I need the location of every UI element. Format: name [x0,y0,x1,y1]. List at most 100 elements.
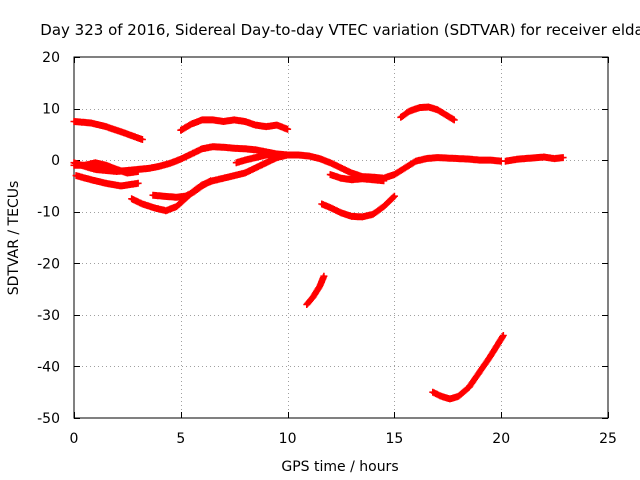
data-point [89,178,93,181]
data-point [425,157,428,160]
data-point [457,157,460,160]
data-point [147,167,150,170]
data-point [254,166,257,170]
series-arc-1 [70,118,146,143]
y-tick-label: -10 [37,205,60,221]
x-tick-label: 0 [70,431,79,447]
data-point [190,122,193,126]
data-point [414,160,417,163]
data-point [489,158,492,162]
series-arc-12 [303,272,328,308]
series-arc-15 [502,153,567,165]
data-point [542,155,546,159]
data-point [119,130,123,133]
data-point [502,334,505,337]
data-point [275,123,279,127]
y-tick-label: -50 [37,411,60,427]
series-arc-6 [149,177,215,201]
data-point [371,178,375,181]
data-point [265,125,268,128]
data-point [382,179,385,182]
data-point [307,154,311,158]
data-point [361,215,364,219]
data-point [179,157,182,161]
data-point [254,123,257,127]
data-point [504,160,507,163]
data-point [254,148,257,151]
data-point [104,182,108,185]
data-point [254,156,257,159]
data-point [233,174,236,177]
data-point [517,157,520,161]
data-point [393,173,396,176]
series-arc-3 [70,159,142,177]
data-point [72,164,76,167]
data-point [119,184,123,188]
data-point [382,205,385,208]
x-tick-label: 5 [176,431,185,447]
data-point [350,215,353,218]
series-arc-14 [429,332,507,403]
series-arc-13 [397,103,458,124]
data-point [489,354,492,358]
data-point [265,153,268,157]
data-point [175,196,178,199]
data-point [478,370,481,373]
data-point [553,157,556,160]
data-point [72,120,76,123]
data-point [329,206,332,209]
data-point [478,158,481,162]
data-point [141,138,144,141]
data-point [222,120,225,123]
data-point [427,105,430,109]
y-tick-labels: -50 -40 -30 -20 -10 0 10 20 [37,50,60,427]
data-point [130,197,133,200]
data-point [322,275,326,278]
y-tick-label: 0 [51,153,60,169]
chart-title: Day 323 of 2016, Sidereal Day-to-day VTE… [40,21,640,39]
data-point [201,184,204,188]
data-point [500,160,503,163]
data-point [265,161,268,164]
series-arc-11 [318,192,398,221]
data-point [431,391,434,394]
data-point [209,179,212,182]
x-axis-label: GPS time / hours [281,459,398,475]
x-tick-labels: 0 5 10 15 20 25 [70,431,617,447]
y-axis-label: SDTVAR / TECUs [6,181,22,296]
data-point [393,195,396,198]
data-point [275,152,279,156]
x-tick-label: 25 [599,431,617,447]
data-point [329,161,332,164]
data-point [305,303,308,306]
data-point [529,156,533,160]
data-point [361,177,364,180]
series-arc-10 [326,171,388,185]
data-point [243,147,247,150]
data-point [350,178,353,181]
data-point [183,195,187,198]
data-point [453,118,456,122]
data-point [94,168,97,171]
data-point [243,120,247,123]
data-point [435,108,439,111]
data-point [329,173,332,176]
data-point [371,213,375,216]
y-tick-label: -40 [37,359,60,375]
data-point [339,166,343,170]
data-point [141,202,144,206]
y-tick-label: 20 [42,50,60,66]
y-tick-label: 10 [42,102,60,118]
data-point [350,171,353,175]
x-tick-label: 10 [279,431,297,447]
data-point [192,190,195,194]
data-point [74,174,78,177]
data-point [286,153,289,157]
data-point [104,164,108,167]
data-point [457,395,460,398]
data-point [136,182,140,185]
data-point [318,285,321,288]
data-point [320,202,323,206]
